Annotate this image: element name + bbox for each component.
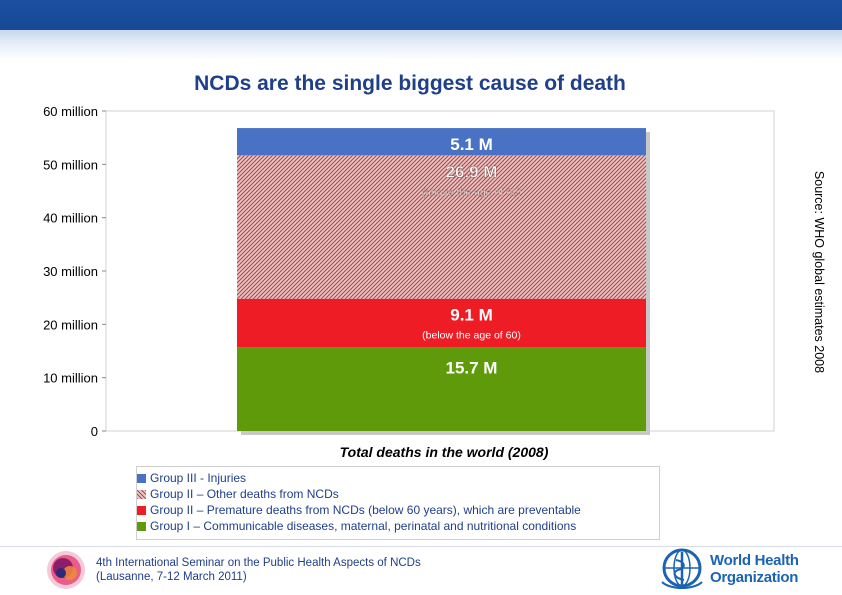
bar-value-label: 9.1 M — [450, 306, 493, 325]
footer-line-2: (Lausanne, 7-12 March 2011) — [96, 571, 247, 583]
seminar-logo-icon — [47, 551, 85, 589]
who-emblem-icon — [661, 548, 703, 589]
x-axis-label: Total deaths in the world (2008) — [339, 444, 549, 460]
header-gradient-band — [0, 30, 842, 60]
y-tick-label: 30 million — [43, 264, 98, 279]
bar-sublabel: (above the age of 60) — [422, 186, 522, 198]
who-logo-line-1: World Health — [710, 552, 799, 569]
bar-segment-1 — [237, 298, 646, 348]
footer-line-1: 4th International Seminar on the Public … — [96, 557, 421, 569]
bar-value-label: 15.7 M — [446, 358, 498, 377]
footer-event-text: 4th International Seminar on the Public … — [96, 556, 421, 584]
who-logo-text: World Health Organization — [710, 552, 799, 586]
footer-divider — [0, 546, 842, 547]
legend-label: Group I – Communicable diseases, materna… — [150, 519, 577, 533]
legend-item-injuries: Group III - Injuries — [137, 470, 659, 486]
legend-swatch-blue — [137, 474, 146, 483]
legend-label: Group II – Other deaths from NCDs — [150, 487, 339, 501]
chart-legend: Group III - Injuries Group II – Other de… — [136, 466, 660, 540]
legend-swatch-green — [137, 522, 146, 531]
slide-title: NCDs are the single biggest cause of dea… — [194, 72, 626, 95]
source-note: Source: WHO global estimates 2008 — [812, 170, 826, 374]
y-tick-label: 50 million — [43, 157, 98, 172]
bar-segment-2 — [237, 155, 646, 299]
bar-value-label: 5.1 M — [450, 135, 493, 154]
legend-item-communicable: Group I – Communicable diseases, materna… — [137, 518, 659, 534]
y-tick-label: 20 million — [43, 317, 98, 332]
legend-item-premature-ncds: Group II – Premature deaths from NCDs (b… — [137, 502, 659, 518]
bar-sublabel: (below the age of 60) — [422, 330, 521, 342]
y-tick-label: 60 million — [43, 104, 98, 119]
legend-swatch-red — [137, 506, 146, 515]
who-logo-line-2: Organization — [710, 569, 799, 586]
bar-segment-3 — [237, 128, 646, 156]
bar-segment-0 — [237, 347, 646, 431]
legend-item-other-ncds: Group II – Other deaths from NCDs — [137, 486, 659, 502]
stacked-bar-chart: 0 10 million 20 million 30 million 40 millio… — [43, 104, 775, 439]
y-tick-label: 0 — [91, 424, 98, 439]
header-bar — [0, 0, 842, 30]
legend-swatch-hatched — [137, 490, 146, 499]
y-tick-label: 40 million — [43, 211, 98, 226]
bar-value-label: 26.9 M — [446, 162, 498, 181]
legend-label: Group II – Premature deaths from NCDs (b… — [150, 503, 581, 517]
y-tick-label: 10 million — [43, 371, 98, 386]
legend-label: Group III - Injuries — [150, 471, 247, 485]
